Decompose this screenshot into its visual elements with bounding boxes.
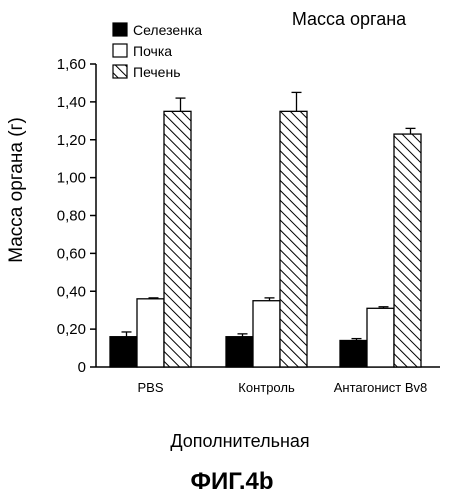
bar-liver	[280, 111, 307, 367]
bar-kidney	[367, 308, 394, 367]
legend-label: Почка	[133, 43, 172, 59]
y-tick-label: 1,00	[57, 170, 86, 187]
y-tick-label: 0,20	[57, 321, 86, 338]
y-tick-label: 1,20	[57, 132, 86, 149]
legend-swatch	[113, 23, 127, 36]
bar-liver	[394, 134, 421, 367]
x-category-label: Антагонист Bv8	[334, 380, 427, 395]
y-ticks: 0 0,20 0,40 0,60 0,80 1,00 1,20 1,40 1,60	[57, 56, 96, 376]
y-tick-label: 0,60	[57, 245, 86, 262]
legend-swatch	[113, 44, 127, 57]
figure-label: ФИГ.4b	[190, 468, 273, 495]
bar-kidney	[137, 299, 164, 367]
legend-label: Селезенка	[133, 22, 202, 38]
bar-spleen	[110, 337, 137, 367]
chart-title: Масса органа	[292, 9, 407, 29]
y-tick-label: 0,80	[57, 208, 86, 225]
y-tick-label: 1,60	[57, 56, 86, 73]
bottom-note: Дополнительная	[170, 431, 309, 451]
legend-label: Печень	[133, 64, 181, 80]
x-labels: PBS Контроль Антагонист Bv8	[137, 380, 427, 395]
y-tick-label: 0,40	[57, 283, 86, 300]
y-tick-label: 0	[78, 359, 86, 376]
bar-spleen	[340, 340, 367, 367]
y-axis-title: Масса органа (г)	[6, 117, 27, 263]
bar-liver	[164, 111, 191, 367]
legend-swatch	[113, 65, 127, 78]
bar-spleen	[226, 337, 253, 367]
bar-kidney	[253, 301, 280, 367]
y-tick-label: 1,40	[57, 94, 86, 111]
x-category-label: PBS	[137, 380, 163, 395]
x-category-label: Контроль	[238, 380, 295, 395]
bars	[110, 111, 421, 367]
legend: Селезенка Почка Печень	[113, 22, 202, 80]
